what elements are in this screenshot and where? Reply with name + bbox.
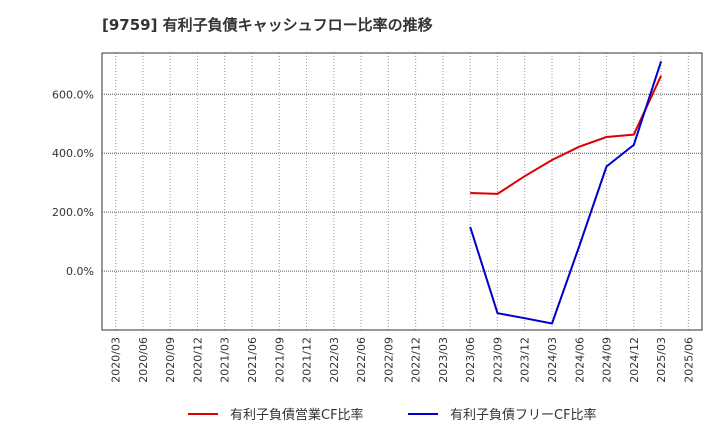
x-tick-label: 2021/03 — [219, 337, 232, 383]
x-tick-label: 2021/09 — [273, 337, 286, 383]
legend-swatch-red — [188, 412, 218, 415]
plot-frame — [101, 52, 703, 331]
legend-label-operating-cf: 有利子負債営業CF比率 — [230, 408, 364, 423]
x-tick-label: 2020/12 — [191, 337, 204, 383]
x-tick-label: 2021/06 — [246, 337, 259, 383]
x-tick-label: 2023/06 — [464, 337, 477, 383]
x-tick-label: 2023/09 — [491, 337, 504, 383]
x-tick-label: 2022/06 — [355, 337, 368, 383]
y-tick-label: 200.0% — [52, 206, 94, 219]
series-line-operating-cf — [470, 75, 663, 195]
x-tick-label: 2021/12 — [301, 337, 314, 383]
x-tick-label: 2022/03 — [328, 337, 341, 383]
legend: 有利子負債営業CF比率 有利子負債フリーCF比率 — [0, 404, 720, 428]
axis-layer — [101, 52, 703, 331]
legend-swatch-blue — [408, 412, 438, 415]
y-tick-label: 0.0% — [66, 265, 94, 278]
y-tick-label: 400.0% — [52, 147, 94, 160]
chart-title: [9759] 有利子負債キャッシュフロー比率の推移 — [102, 16, 433, 34]
x-tick-label: 2024/09 — [601, 337, 614, 383]
legend-item-operating-cf: 有利子負債営業CF比率 — [188, 404, 364, 423]
x-tick-label: 2022/12 — [410, 337, 423, 383]
x-tick-label: 2023/12 — [519, 337, 532, 383]
legend-label-free-cf: 有利子負債フリーCF比率 — [450, 408, 597, 423]
series-layer — [469, 60, 663, 325]
series-line-free-cf — [469, 60, 663, 325]
label-layer: 0.0% 200.0% 400.0% 600.0% 2020/03 2020/06 2020… — [52, 88, 695, 382]
grid-layer — [102, 53, 702, 330]
x-tick-label: 2024/12 — [628, 337, 641, 383]
y-tick-label: 600.0% — [52, 88, 94, 101]
x-tick-label: 2020/03 — [110, 337, 123, 383]
x-tick-label: 2025/06 — [682, 337, 695, 383]
x-tick-label: 2020/06 — [137, 337, 150, 383]
line-chart: 0.0% 200.0% 400.0% 600.0% 2020/03 2020/06 2020… — [52, 52, 703, 383]
x-tick-label: 2022/09 — [382, 337, 395, 383]
legend-item-free-cf: 有利子負債フリーCF比率 — [408, 404, 597, 423]
x-tick-label: 2023/03 — [437, 337, 450, 383]
x-tick-label: 2025/03 — [655, 337, 668, 383]
x-tick-label: 2024/03 — [546, 337, 559, 383]
x-tick-label: 2024/06 — [573, 337, 586, 383]
x-tick-label: 2020/09 — [164, 337, 177, 383]
